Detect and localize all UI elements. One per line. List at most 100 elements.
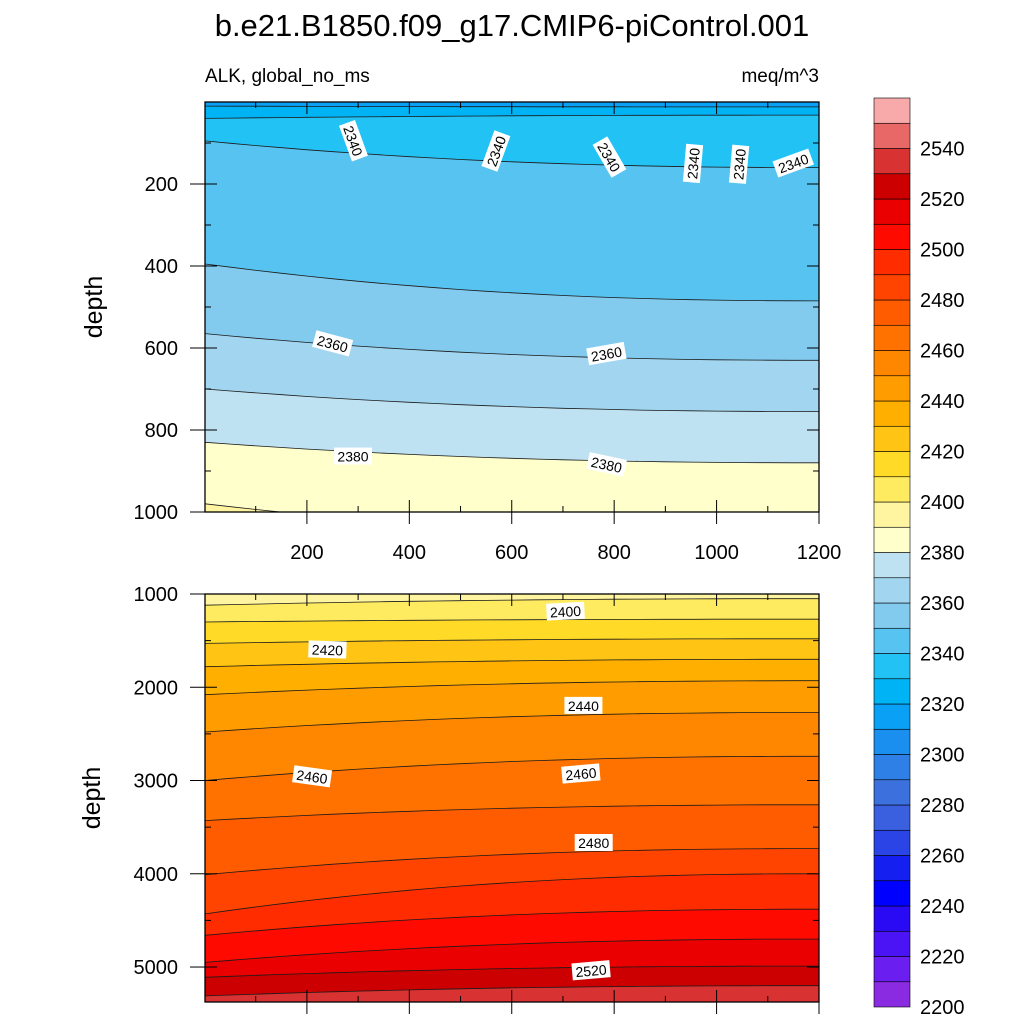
- colorbar-label: 2420: [920, 442, 965, 464]
- contour-label-box: [564, 696, 603, 714]
- upper-right-string: meq/m^3: [741, 66, 819, 87]
- colorbar-label: 2540: [920, 139, 965, 161]
- y-tick-label: 1000: [134, 584, 179, 606]
- upper-y-axis-label: depth: [80, 276, 108, 339]
- contour-line: [205, 114, 819, 119]
- contour-label-text: 2460: [295, 767, 328, 787]
- contour-line: [205, 618, 819, 623]
- y-tick-label: 4000: [134, 864, 179, 886]
- y-tick-label: 3000: [134, 771, 179, 793]
- upper-left-string: ALK, global_no_ms: [205, 66, 370, 87]
- colorbar-label: 2280: [920, 795, 965, 817]
- colorbar-label: 2220: [920, 947, 965, 969]
- contour-band: [205, 503, 281, 512]
- colorbar-swatch: [873, 249, 911, 276]
- colorbar-swatch: [873, 501, 911, 528]
- colorbar-swatch: [873, 829, 911, 856]
- colorbar-swatch: [873, 981, 911, 1008]
- contour-label-box: [772, 148, 814, 178]
- colorbar-swatch: [873, 779, 911, 806]
- contour-label-box: [561, 763, 601, 784]
- lower-axes: 1000 2000 3000 4000 5000: [134, 584, 820, 1014]
- x-tick-label: 1200: [797, 542, 842, 564]
- contour-label-box: [592, 136, 627, 178]
- contour-label-box: [546, 601, 585, 621]
- colorbar-swatch: [873, 223, 911, 250]
- colorbar-swatch: [873, 324, 911, 351]
- contour-label: 2360: [586, 341, 627, 366]
- contour-label: 2340: [682, 143, 704, 184]
- contour-label: 2520: [571, 960, 611, 981]
- contour-label: 2480: [574, 834, 613, 851]
- contour-label-text: 2520: [575, 961, 608, 980]
- contour-label-text: 2380: [337, 449, 368, 465]
- contour-line: [205, 658, 819, 668]
- colorbar-swatch: [873, 173, 911, 200]
- contour-line: [205, 680, 819, 696]
- colorbar-swatch: [873, 350, 911, 377]
- colorbar-swatch: [873, 97, 911, 124]
- colorbar-label: 2500: [920, 240, 965, 262]
- contour-line: [205, 804, 819, 821]
- colorbar-swatch: [873, 425, 911, 452]
- colorbar-swatch: [873, 956, 911, 983]
- colorbar-swatch: [873, 905, 911, 932]
- contour-line: [205, 333, 819, 361]
- contour-line: [205, 848, 819, 876]
- contour-label-box: [481, 130, 511, 172]
- figure-title: b.e21.B1850.f09_g17.CMIP6-piControl.001: [215, 8, 810, 43]
- contour-label: 2460: [292, 765, 333, 788]
- upper-axes: 200 400 600 800 1000 200 400 600 800 1000 1200: [134, 101, 842, 564]
- colorbar-swatch: [873, 880, 911, 907]
- colorbar-swatch: [873, 451, 911, 478]
- contour-line: [205, 638, 819, 644]
- colorbar-swatch: [873, 930, 911, 957]
- colorbar-swatch: [873, 653, 911, 680]
- y-tick-label: 1000: [134, 502, 179, 524]
- x-tick-label: 400: [393, 542, 426, 564]
- contour-label: 2340: [728, 144, 750, 184]
- contour-label-text: 2480: [578, 835, 609, 851]
- colorbar-swatch: [873, 198, 911, 225]
- contour-label-box: [334, 447, 372, 465]
- lower-y-axis-label: depth: [78, 767, 106, 830]
- contour-label-text: 2360: [590, 343, 624, 364]
- contour-label-text: 2400: [550, 603, 582, 621]
- contour-line: [205, 965, 819, 978]
- colorbar-swatch: [873, 148, 911, 175]
- contour-label-box: [574, 834, 613, 851]
- contour-label-box: [571, 960, 611, 981]
- contour-label-box: [292, 765, 333, 788]
- contour-label-text: 2460: [565, 765, 598, 784]
- colorbar-swatch: [873, 703, 911, 730]
- lower-filled-contours: [205, 594, 819, 1002]
- contour-line: [205, 938, 819, 963]
- contour-label: 2360: [312, 330, 354, 357]
- colorbar-label: 2240: [920, 896, 965, 918]
- colorbar-label: 2300: [920, 745, 965, 767]
- contour-label: 2380: [334, 447, 372, 465]
- x-tick-label: 1000: [694, 542, 739, 564]
- contour-label-text: 2360: [315, 332, 349, 356]
- colorbar-label: 2520: [920, 189, 965, 211]
- contour-label-text: 2440: [568, 698, 599, 714]
- y-tick-label: 800: [145, 420, 178, 442]
- contour-label: 2460: [561, 763, 601, 784]
- contour-line: [205, 873, 819, 915]
- colorbar-label: 2360: [920, 593, 965, 615]
- contour-line: [205, 388, 819, 412]
- contour-label: 2400: [546, 601, 585, 621]
- colorbar-label: 2480: [920, 290, 965, 312]
- colorbar-label: 2460: [920, 341, 965, 363]
- contour-line: [205, 712, 819, 733]
- contour-label: 2420: [308, 640, 347, 659]
- y-tick-label: 200: [145, 174, 178, 196]
- colorbar-label: 2440: [920, 391, 965, 413]
- colorbar-label: 2200: [920, 997, 965, 1019]
- colorbar-swatch: [873, 577, 911, 604]
- y-tick-label: 5000: [134, 957, 179, 979]
- contour-label-box: [586, 452, 627, 477]
- colorbar-label: 2400: [920, 492, 965, 514]
- contour-label-box: [312, 330, 354, 357]
